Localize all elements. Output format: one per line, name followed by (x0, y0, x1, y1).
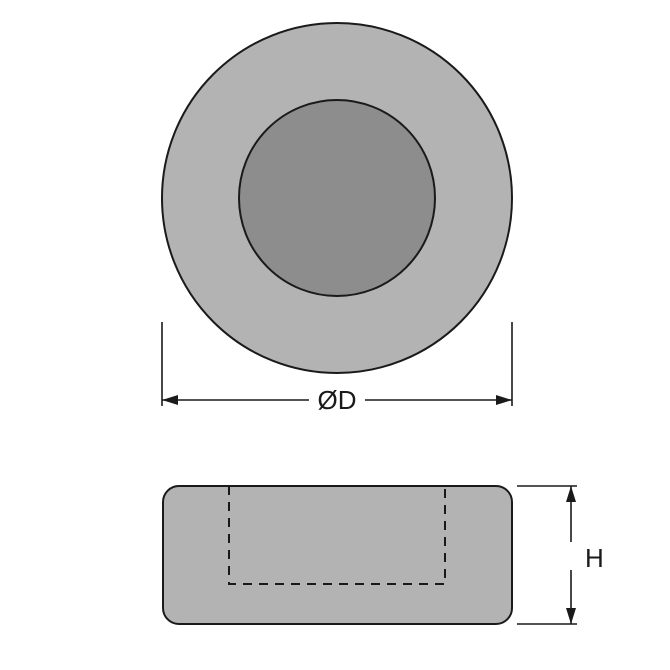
dimension-label: ØD (318, 385, 357, 415)
inner-circle (239, 100, 435, 296)
dimension-label: H (585, 543, 604, 573)
side-view (163, 486, 512, 624)
dimension-height: H (517, 486, 604, 624)
arrowhead-icon (566, 486, 576, 502)
side-body (163, 486, 512, 624)
arrowhead-icon (566, 608, 576, 624)
arrowhead-icon (496, 395, 512, 405)
top-view (162, 23, 512, 373)
technical-drawing: ØD H (0, 0, 670, 670)
arrowhead-icon (162, 395, 178, 405)
